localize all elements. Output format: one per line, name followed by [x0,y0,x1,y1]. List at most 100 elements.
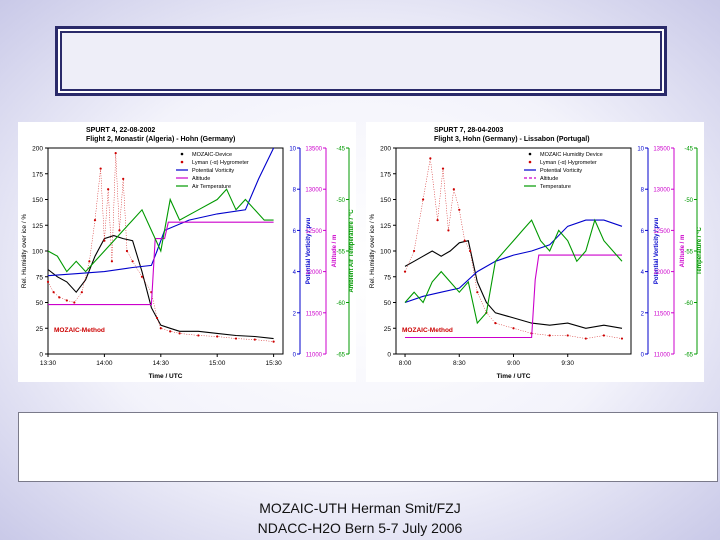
point-lyman [107,188,110,191]
point-lyman [93,219,97,222]
line-temp [47,188,274,273]
rh-tick-label: 0 [387,352,391,359]
rh-tick-label: 50 [384,300,392,307]
line-mozaic [404,240,623,329]
point-lyman [110,260,114,263]
rh-tick-label: 175 [32,171,43,178]
alt-tick-label: 11500 [654,311,671,317]
temp-tick-label: -50 [336,198,345,204]
rh-tick-label: 200 [380,146,391,153]
line-pv [47,147,275,277]
line-pv [404,219,623,304]
point-lyman [197,334,200,337]
series-lyman [403,157,624,340]
point-lyman [436,219,439,222]
x-axis-label: Time / UTC [497,373,531,380]
pv-tick-label: 6 [641,229,645,235]
point-lyman [452,188,455,191]
legend-label: Temperature [540,184,571,190]
chart-spurt7: SPURT 7, 28-04-2003 Flight 3, Hohn (Germa… [369,127,703,380]
temp-axis-label: Ambient Air Temperature / °C [349,209,355,293]
alt-axis-label: Altitude / m [680,235,686,268]
pv-tick-label: 4 [293,270,297,276]
x-tick-label: 9:00 [507,360,520,367]
rh-tick-label: 175 [380,171,391,178]
legend-label: Altitude [540,176,558,182]
point-lyman [422,198,425,201]
legend-label: Altitude [192,176,210,182]
rh-tick-label: 125 [380,223,391,230]
pv-tick-label: 10 [637,147,644,153]
point-lyman [272,340,275,343]
chart-title: SPURT 7, 28-04-2003 [434,127,503,134]
legend-swatch-dot [528,160,532,164]
x-tick-label: 15:00 [209,360,226,367]
x-tick-label: 15:30 [265,360,282,367]
chart-panel-spurt7: SPURT 7, 28-04-2003 Flight 3, Hohn (Germa… [366,122,704,382]
x-tick-label: 8:30 [453,360,466,367]
x-tick-label: 9:30 [561,360,574,367]
pv-tick-label: 4 [641,270,645,276]
pv-tick-label: 2 [293,311,297,317]
temp-tick-label: -55 [336,250,345,256]
x-tick-label: 14:00 [96,360,113,367]
legend-swatch-dot [180,152,184,156]
alt-tick-label: 13000 [653,188,670,194]
chart-spurt4: SPURT 4, 22-08-2002 Flight 2, Monastir (A… [21,127,355,380]
legend-label: Potential Vorticity [192,168,234,174]
rh-tick-label: 25 [384,326,392,333]
point-lyman [65,299,68,302]
rh-tick-label: 25 [36,326,44,333]
pv-axis-label: Potential Vorticity / pvu [306,218,312,285]
legend-label: MOZAIC-Device [192,152,232,158]
x-tick-label: 13:30 [40,360,57,367]
line-mozaic [47,235,274,340]
alt-tick-label: 13000 [305,188,322,194]
rh-tick-label: 150 [380,197,391,204]
rh-tick-label: 100 [32,249,43,256]
temp-tick-label: -65 [336,353,345,359]
title-box [55,26,667,96]
legend-label: Lyman (-α) Hygrometer [192,160,249,166]
chart-subtitle: Flight 3, Hohn (Germany) - Lissabon (Por… [434,136,590,143]
point-lyman [429,157,432,160]
rh-tick-label: 75 [36,274,44,281]
rh-tick-label: 0 [39,352,43,359]
rh-tick-label: 200 [32,146,43,153]
chart-title: SPURT 4, 22-08-2002 [86,127,155,134]
alt-axis-label: Altitude / m [332,235,338,268]
pv-tick-label: 0 [293,353,297,359]
legend-swatch-dot [180,160,184,164]
temp-tick-label: -60 [336,301,345,307]
temp-tick-label: -50 [684,198,693,204]
rh-tick-label: 75 [384,274,392,281]
point-lyman [125,249,129,253]
alt-tick-label: 13500 [305,147,322,153]
temp-tick-label: -45 [684,147,693,153]
alt-tick-label: 11000 [306,353,323,359]
alt-tick-label: 12000 [653,270,670,276]
trace-lyman [404,158,623,339]
legend-label: Lyman (-α) Hygrometer [540,160,597,166]
pv-axis-label: Potential Vorticity / pvu [654,218,660,285]
alt-tick-label: 11500 [306,311,323,317]
x-tick-label: 8:00 [399,360,412,367]
point-lyman [469,249,472,253]
point-lyman [602,334,605,337]
series-lyman [46,152,275,343]
pv-tick-label: 8 [641,188,645,194]
pv-tick-label: 0 [641,353,645,359]
point-lyman [548,334,551,337]
legend-label: MOZAIC Humidity Device [540,152,603,158]
legend-swatch-dot [528,152,532,156]
point-lyman [169,330,172,333]
point-lyman [216,335,219,338]
rh-tick-label: 150 [32,197,43,204]
line-alt [405,254,622,339]
point-lyman [88,260,91,263]
point-lyman [234,337,238,340]
trace-lyman [47,153,274,342]
footer: MOZAIC-UTH Herman Smit/FZJ NDACC-H2O Ber… [0,498,720,538]
notes-box [18,412,718,482]
footer-line-event: NDACC-H2O Bern 5-7 July 2006 [257,520,463,536]
